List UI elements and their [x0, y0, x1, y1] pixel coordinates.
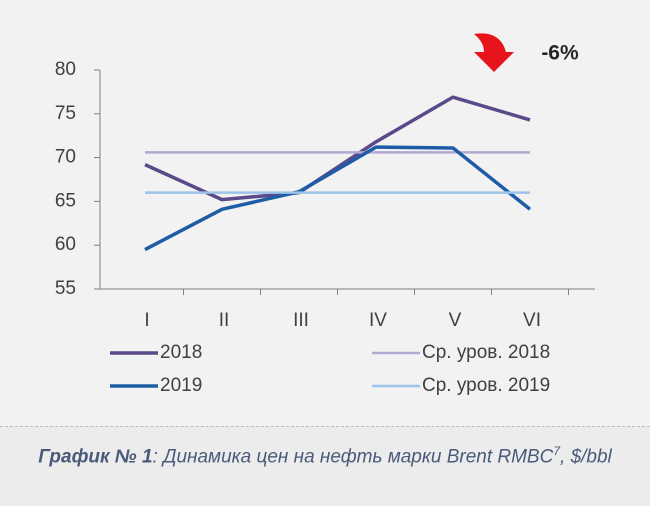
legend-label: 2019	[160, 375, 202, 396]
legend-label: Ср. уров. 2019	[422, 375, 550, 396]
y-tick-label: 55	[55, 278, 76, 299]
legend-label: Ср. уров. 2018	[422, 342, 550, 363]
y-tick-label: 65	[55, 190, 76, 211]
caption-tail: , $/bbl	[560, 446, 612, 468]
x-tick-label: IV	[369, 310, 387, 331]
series-line	[144, 145, 532, 252]
y-tick-label: 60	[55, 234, 76, 255]
caption-label: График № 1	[38, 446, 153, 468]
legend-label: 2018	[160, 342, 202, 363]
x-tick-label: VI	[523, 310, 541, 331]
y-tick-label: 70	[55, 147, 76, 168]
annotation-arrow	[474, 33, 514, 72]
caption-text: : Динамика цен на нефть марки Brent RMBC	[152, 446, 554, 468]
x-tick-label: III	[293, 310, 309, 331]
y-tick-label: 80	[55, 59, 76, 80]
annotation: -6%	[541, 42, 579, 65]
x-tick-label: I	[144, 310, 149, 331]
y-tick-label: 75	[55, 103, 76, 124]
series-line	[144, 95, 531, 202]
caption: График № 1: Динамика цен на нефть марки …	[0, 426, 650, 506]
caption-sup: 7	[553, 444, 561, 458]
x-tick-label: II	[219, 310, 230, 331]
x-tick-label: V	[449, 310, 462, 331]
